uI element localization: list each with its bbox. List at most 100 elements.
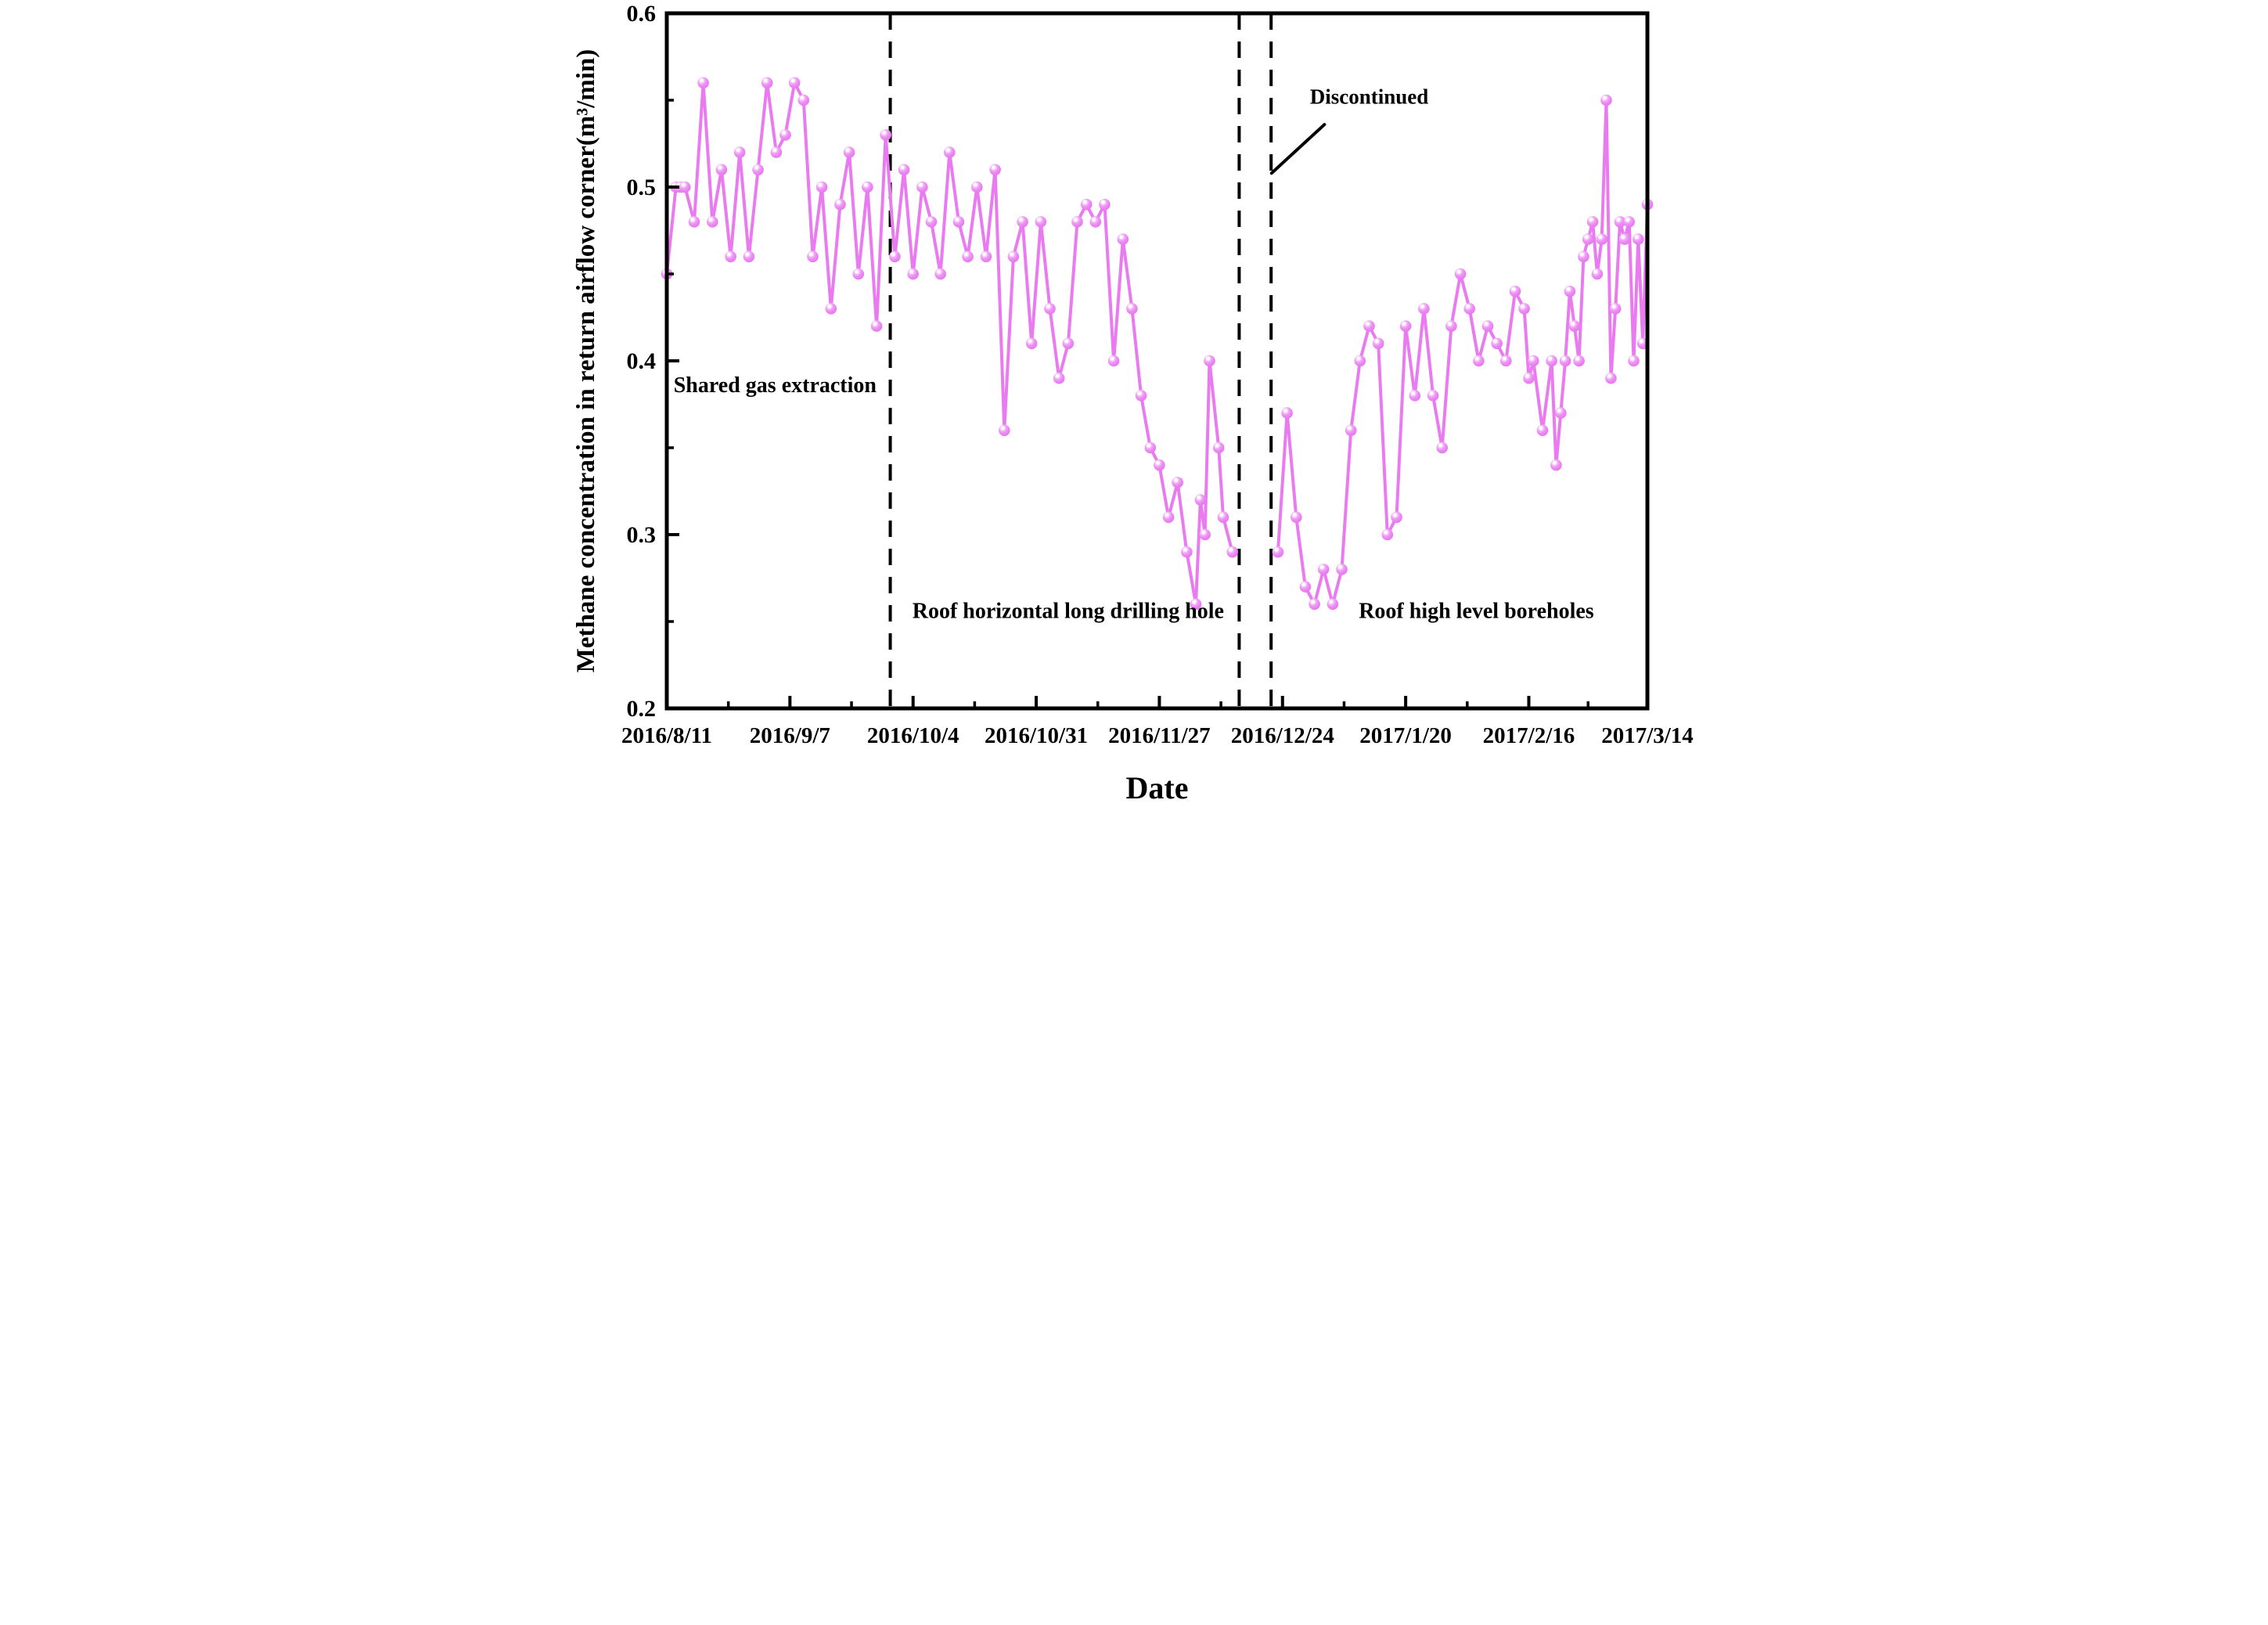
data-point (1427, 390, 1438, 402)
x-tick-label: 2016/11/27 (1108, 723, 1211, 748)
data-point (724, 250, 736, 263)
data-point (1335, 564, 1348, 575)
data-point (961, 250, 974, 263)
x-tick-label: 2016/9/7 (749, 723, 830, 748)
x-tick-label: 2016/12/24 (1230, 723, 1334, 748)
data-point (1600, 94, 1612, 106)
data-point (1481, 320, 1493, 332)
data-point (1171, 477, 1183, 488)
data-point (1053, 372, 1064, 384)
data-point (980, 250, 992, 263)
data-point (1107, 355, 1119, 367)
x-tick-label: 2017/3/14 (1601, 723, 1694, 748)
data-point (988, 164, 1001, 176)
data-point (797, 94, 809, 106)
data-point (697, 77, 709, 89)
data-point (1194, 494, 1206, 506)
data-point (706, 216, 718, 228)
data-point (1117, 233, 1129, 245)
data-point (1308, 598, 1320, 611)
data-point (1345, 424, 1356, 437)
data-point (1545, 355, 1557, 367)
data-point (715, 164, 727, 176)
data-point (916, 181, 928, 193)
data-point (1463, 303, 1475, 315)
data-point (952, 216, 964, 228)
data-point (1381, 528, 1393, 541)
data-point (1280, 407, 1293, 419)
data-point (815, 181, 827, 193)
data-point (1016, 216, 1028, 228)
data-point (1586, 216, 1598, 228)
data-point (1572, 355, 1585, 367)
x-tick-label: 2016/10/31 (984, 723, 1087, 748)
data-point (1098, 198, 1111, 211)
data-point (1614, 216, 1625, 228)
data-point (1363, 320, 1375, 332)
x-axis-title: Date (1125, 770, 1188, 805)
data-point (1272, 546, 1283, 558)
data-point (1327, 598, 1338, 611)
data-point (1604, 372, 1617, 384)
data-point (761, 77, 772, 89)
data-point (1632, 233, 1644, 245)
data-point (852, 268, 864, 280)
data-point (925, 216, 937, 228)
y-tick-label: 0.6 (626, 1, 656, 27)
data-point (1089, 216, 1101, 228)
data-point (1582, 233, 1593, 245)
data-point (1071, 216, 1083, 228)
data-point (1536, 424, 1548, 437)
data-point (833, 198, 846, 211)
data-point (1153, 459, 1165, 471)
data-point (779, 129, 791, 141)
data-point (1135, 390, 1147, 402)
chart-canvas: 0.2 0.3 0.4 0.5 0.6 2016/8/11 2016/9/7 2016/10/… (572, 1, 1694, 805)
data-point (1190, 598, 1201, 611)
x-tick-label: 2017/2/16 (1482, 723, 1575, 748)
data-point (934, 268, 946, 280)
series-line-segment-2 (1276, 99, 1649, 606)
y-axis-title: Methane concentration in return airflow … (572, 49, 600, 673)
data-point (1517, 303, 1530, 315)
data-point (1217, 511, 1229, 524)
data-point (1203, 355, 1215, 367)
data-point (888, 250, 901, 263)
data-point (1522, 372, 1535, 384)
discontinued-label: Discontinued (1309, 85, 1428, 108)
data-point (1564, 285, 1575, 297)
data-point (1454, 268, 1466, 280)
data-point (1445, 320, 1457, 332)
data-point (1399, 320, 1411, 332)
data-point (679, 181, 691, 193)
data-point (1180, 546, 1193, 558)
data-point (1595, 233, 1607, 245)
data-point (743, 250, 754, 263)
x-tick-label: 2017/1/20 (1359, 723, 1452, 748)
data-point (1390, 511, 1402, 524)
region-label-3: Roof high level boreholes (1359, 600, 1594, 624)
data-point (870, 320, 882, 332)
data-point (1627, 355, 1640, 367)
plot-area: 0.2 0.3 0.4 0.5 0.6 2016/8/11 2016/9/7 2016/10/… (572, 1, 1694, 805)
data-point (1577, 250, 1589, 263)
data-point (1550, 459, 1562, 471)
region-label-2: Roof horizontal long drilling hole (912, 600, 1223, 624)
data-point (751, 164, 764, 176)
data-point (1568, 320, 1580, 332)
data-point (1226, 546, 1238, 558)
data-point (861, 181, 873, 193)
data-point (1299, 581, 1311, 593)
y-tick-label: 0.3 (626, 522, 656, 548)
data-point (1025, 337, 1037, 350)
data-point (898, 164, 909, 176)
data-point (1007, 250, 1019, 263)
x-tick-label: 2016/10/4 (866, 723, 959, 748)
data-point (1062, 337, 1074, 350)
data-point (1609, 303, 1621, 315)
data-point (1043, 303, 1056, 315)
data-point (1198, 528, 1211, 541)
methane-concentration-chart: 0.2 0.3 0.4 0.5 0.6 2016/8/11 2016/9/7 2016/10/… (567, 0, 1701, 812)
data-point (998, 424, 1010, 437)
y-tick-label: 0.4 (626, 348, 656, 374)
